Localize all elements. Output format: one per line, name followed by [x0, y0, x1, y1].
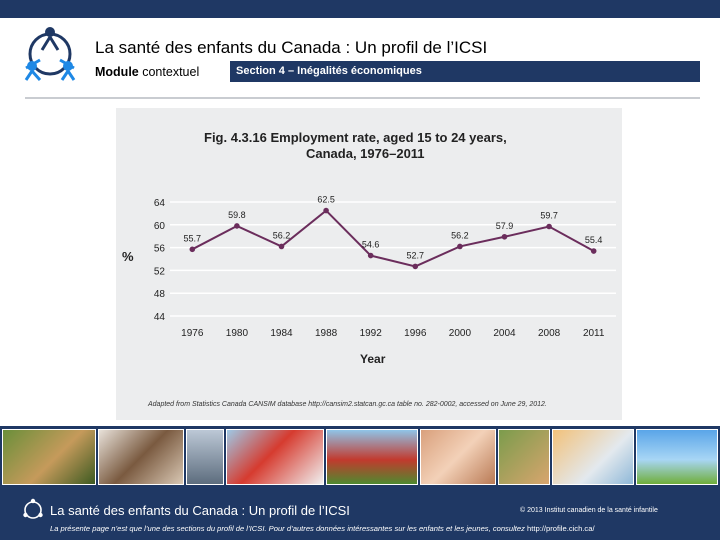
- module-bold: Module: [95, 65, 139, 79]
- divider: [25, 97, 700, 99]
- footer-note-text: La présente page n’est que l’une des sec…: [50, 524, 525, 533]
- y-tick-label: 48: [154, 289, 166, 300]
- data-point: [457, 243, 463, 250]
- data-label: 52.7: [407, 250, 425, 260]
- data-label: 59.8: [228, 210, 246, 220]
- footer-copyright: © 2013 Institut canadien de la santé inf…: [520, 507, 658, 514]
- photo-family: [98, 429, 184, 485]
- photo-soccer-team: [326, 429, 418, 485]
- x-tick-label: 1996: [404, 328, 427, 339]
- data-point: [501, 233, 508, 240]
- footer-note: La présente page n’est que l’une des sec…: [50, 524, 595, 533]
- x-tick-label: 1988: [315, 328, 338, 339]
- data-point: [278, 243, 285, 250]
- x-tick-label: 1976: [181, 328, 204, 339]
- module-text: contextuel: [142, 65, 200, 79]
- data-label: 56.2: [451, 230, 469, 240]
- photo-wheelchair: [186, 429, 224, 485]
- footer: La santé des enfants du Canada : Un prof…: [0, 488, 720, 540]
- y-tick-label: 64: [154, 198, 166, 209]
- photo-toothbrush: [552, 429, 634, 485]
- data-label: 62.5: [317, 195, 335, 205]
- photo-strip: [0, 426, 720, 488]
- data-point: [367, 252, 374, 259]
- data-label: 57.9: [496, 221, 514, 231]
- chart-panel: Fig. 4.3.16 Employment rate, aged 15 to …: [116, 108, 622, 420]
- data-label: 59.7: [540, 211, 558, 221]
- data-label: 54.6: [362, 240, 380, 250]
- data-point: [189, 246, 196, 253]
- chart-title-line1: Fig. 4.3.16 Employment rate, aged 15 to …: [204, 130, 507, 145]
- data-point: [234, 223, 240, 229]
- y-tick-label: 60: [154, 221, 166, 232]
- y-axis-label: %: [122, 249, 134, 264]
- data-point: [412, 263, 419, 270]
- data-point: [323, 207, 329, 214]
- data-label: 55.7: [184, 233, 202, 243]
- photo-jumping-kids: [636, 429, 718, 485]
- cich-logo-icon: [24, 27, 76, 81]
- y-tick-label: 56: [154, 244, 166, 255]
- x-tick-label: 2011: [583, 328, 605, 339]
- chart-title-line2: Canada, 1976–2011: [306, 146, 425, 161]
- module-label: Module contextuel: [95, 65, 199, 79]
- photo-child-winter: [226, 429, 324, 485]
- data-point: [590, 248, 597, 254]
- footer-url-link[interactable]: http://profile.cich.ca/: [527, 524, 595, 533]
- section-banner: Section 4 – Inégalités économiques: [230, 61, 700, 82]
- x-axis-label: Year: [360, 352, 386, 366]
- footer-title: La santé des enfants du Canada : Un prof…: [50, 503, 350, 518]
- data-label: 55.4: [585, 235, 603, 245]
- photo-smiling-child: [498, 429, 550, 485]
- x-tick-label: 1992: [360, 328, 383, 339]
- data-point: [546, 223, 552, 230]
- footer-logo-icon: [23, 498, 43, 519]
- top-bar: [0, 0, 720, 18]
- page-title: La santé des enfants du Canada : Un prof…: [95, 38, 488, 57]
- y-tick-label: 52: [154, 266, 166, 277]
- y-tick-label: 44: [154, 312, 166, 323]
- employment-rate-chart: Fig. 4.3.16 Employment rate, aged 15 to …: [122, 130, 616, 408]
- data-label: 56.2: [273, 230, 291, 240]
- series-line: [191, 209, 595, 268]
- photo-children-outdoors: [2, 429, 96, 485]
- x-tick-label: 2004: [493, 328, 516, 339]
- x-tick-label: 1980: [226, 328, 249, 339]
- x-tick-label: 2008: [538, 328, 561, 339]
- photo-pregnancy: [420, 429, 496, 485]
- x-tick-label: 2000: [449, 328, 472, 339]
- chart-source: Adapted from Statistics Canada CANSIM da…: [147, 401, 547, 408]
- x-tick-label: 1984: [270, 328, 293, 339]
